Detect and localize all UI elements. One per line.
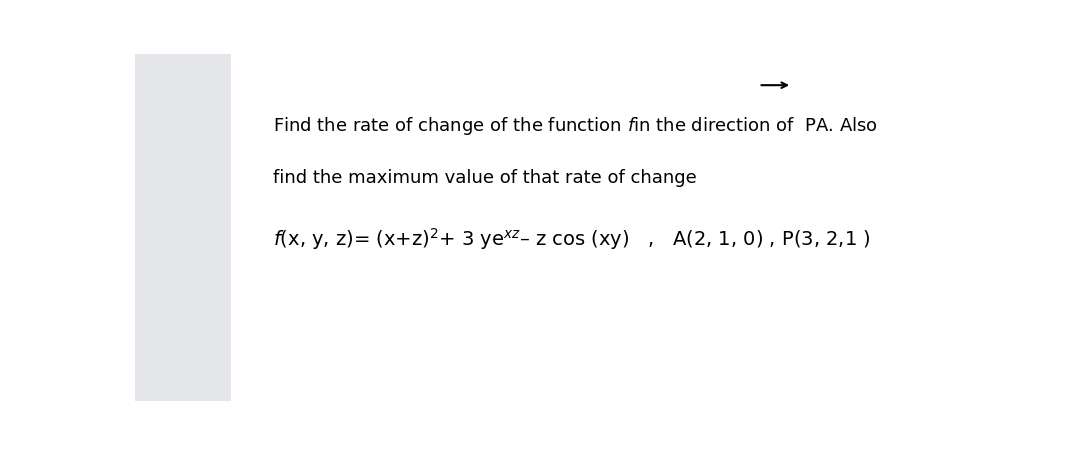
Text: Find the rate of change of the function $\mathit{f}$in the direction of  PA. Als: Find the rate of change of the function … [273,115,878,137]
FancyBboxPatch shape [135,54,231,400]
Text: find the maximum value of that rate of change: find the maximum value of that rate of c… [273,169,697,187]
Text: $\mathit{f}$(x, y, z)= (x+z)$^{2}$+ 3 ye$^{xz}$– z cos (xy)   ,   A(2, 1, 0) , P: $\mathit{f}$(x, y, z)= (x+z)$^{2}$+ 3 ye… [273,225,870,252]
